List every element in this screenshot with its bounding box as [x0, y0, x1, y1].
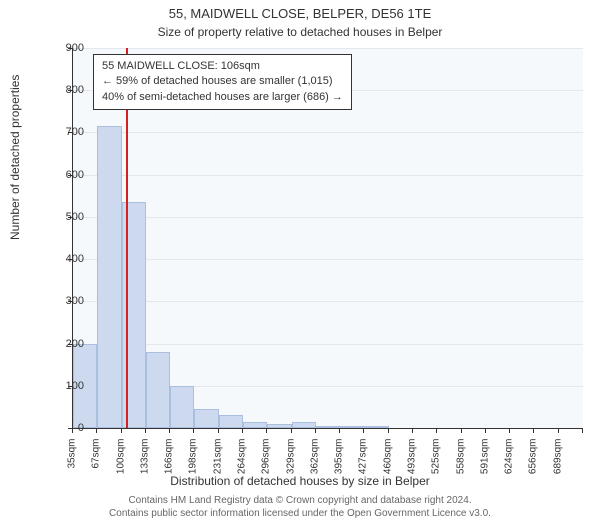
annotation-line-2: ← 59% of detached houses are smaller (1,…	[102, 74, 343, 89]
xtick-label: 100sqm	[115, 439, 126, 489]
histogram-bar	[364, 426, 388, 428]
ytick-label: 400	[44, 253, 84, 265]
xtick-label: 689sqm	[552, 439, 563, 489]
ytick-label: 900	[44, 42, 84, 54]
ytick-label: 0	[44, 422, 84, 434]
xtick-mark	[461, 428, 462, 433]
histogram-bar	[170, 386, 194, 428]
ytick-label: 700	[44, 126, 84, 138]
ytick-label: 800	[44, 84, 84, 96]
xtick-mark	[145, 428, 146, 433]
xtick-label: 591sqm	[479, 439, 490, 489]
xtick-mark	[218, 428, 219, 433]
footer-attribution: Contains HM Land Registry data © Crown c…	[0, 494, 600, 520]
xtick-label: 362sqm	[309, 439, 320, 489]
histogram-bar	[194, 409, 218, 428]
gridline	[73, 175, 583, 176]
xtick-label: 493sqm	[407, 439, 418, 489]
histogram-bar	[267, 424, 291, 428]
xtick-label: 395sqm	[334, 439, 345, 489]
xtick-mark	[582, 428, 583, 433]
xtick-mark	[169, 428, 170, 433]
chart-title: 55, MAIDWELL CLOSE, BELPER, DE56 1TE	[0, 0, 600, 23]
chart-container: 55, MAIDWELL CLOSE, BELPER, DE56 1TE Siz…	[0, 0, 600, 500]
xtick-mark	[363, 428, 364, 433]
gridline	[73, 132, 583, 133]
xtick-mark	[436, 428, 437, 433]
xtick-label: 231sqm	[212, 439, 223, 489]
gridline	[73, 259, 583, 260]
xtick-label: 525sqm	[431, 439, 442, 489]
xtick-mark	[558, 428, 559, 433]
histogram-bar	[316, 426, 340, 428]
y-axis-label: Number of detached properties	[8, 75, 22, 240]
xtick-label: 329sqm	[285, 439, 296, 489]
xtick-label: 166sqm	[164, 439, 175, 489]
xtick-label: 296sqm	[261, 439, 272, 489]
xtick-label: 264sqm	[237, 439, 248, 489]
ytick-label: 300	[44, 295, 84, 307]
xtick-label: 624sqm	[504, 439, 515, 489]
histogram-bar	[146, 352, 170, 428]
annotation-box: 55 MAIDWELL CLOSE: 106sqm ← 59% of detac…	[93, 54, 352, 110]
annotation-line-3: 40% of semi-detached houses are larger (…	[102, 90, 343, 105]
gridline	[73, 217, 583, 218]
plot-area: 55 MAIDWELL CLOSE: 106sqm ← 59% of detac…	[72, 48, 583, 429]
xtick-mark	[509, 428, 510, 433]
annotation-line-1: 55 MAIDWELL CLOSE: 106sqm	[102, 59, 343, 74]
xtick-mark	[485, 428, 486, 433]
xtick-label: 133sqm	[139, 439, 150, 489]
histogram-bar	[340, 426, 364, 428]
xtick-label: 67sqm	[91, 439, 102, 489]
xtick-mark	[412, 428, 413, 433]
ytick-label: 200	[44, 338, 84, 350]
gridline	[73, 48, 583, 49]
xtick-label: 35sqm	[67, 439, 78, 489]
histogram-bar	[219, 415, 243, 428]
xtick-label: 558sqm	[455, 439, 466, 489]
histogram-bar	[292, 422, 316, 428]
footer-line-1: Contains HM Land Registry data © Crown c…	[0, 494, 600, 507]
xtick-mark	[193, 428, 194, 433]
ytick-label: 600	[44, 169, 84, 181]
xtick-label: 427sqm	[358, 439, 369, 489]
footer-line-2: Contains public sector information licen…	[0, 507, 600, 520]
xtick-mark	[96, 428, 97, 433]
xtick-mark	[315, 428, 316, 433]
xtick-mark	[121, 428, 122, 433]
xtick-mark	[339, 428, 340, 433]
ytick-label: 100	[44, 380, 84, 392]
histogram-bar	[243, 422, 267, 428]
ytick-label: 500	[44, 211, 84, 223]
xtick-mark	[533, 428, 534, 433]
xtick-mark	[266, 428, 267, 433]
xtick-mark	[242, 428, 243, 433]
gridline	[73, 301, 583, 302]
xtick-label: 460sqm	[382, 439, 393, 489]
xtick-mark	[388, 428, 389, 433]
gridline	[73, 344, 583, 345]
xtick-mark	[72, 428, 73, 433]
xtick-label: 656sqm	[528, 439, 539, 489]
xtick-label: 198sqm	[188, 439, 199, 489]
histogram-bar	[97, 126, 121, 428]
xtick-mark	[291, 428, 292, 433]
chart-subtitle: Size of property relative to detached ho…	[0, 23, 600, 39]
